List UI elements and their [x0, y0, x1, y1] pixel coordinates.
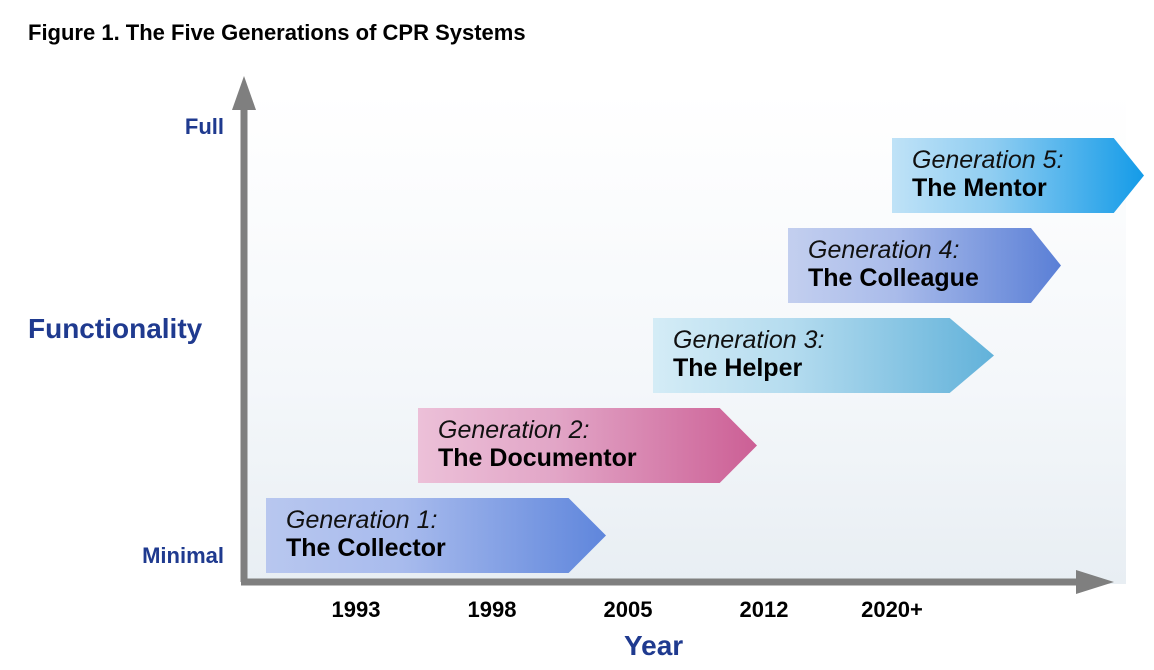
y-axis-bottom-label: Minimal — [142, 543, 224, 568]
generation-3-arrow: Generation 3: The Helper — [653, 318, 994, 393]
generation-1-name: The Collector — [286, 534, 446, 562]
generation-2-name: The Documentor — [438, 444, 637, 472]
generation-4-arrow: Generation 4: The Colleague — [788, 228, 1061, 303]
y-axis-arrowhead — [232, 76, 256, 110]
generation-2-arrow: Generation 2: The Documentor — [418, 408, 757, 483]
generation-3-number: Generation 3: — [673, 326, 825, 354]
generation-5-arrow-shape — [892, 138, 1144, 213]
generation-5-number: Generation 5: — [912, 146, 1064, 174]
x-tick-1993: 1993 — [331, 597, 381, 622]
generation-2-arrow-shape — [418, 408, 757, 483]
generation-1-arrow: Generation 1: The Collector — [266, 498, 606, 573]
generation-1-number: Generation 1: — [286, 506, 438, 534]
figure-title: Figure 1. The Five Generations of CPR Sy… — [28, 20, 526, 45]
generation-5-arrow: Generation 5: The Mentor — [892, 138, 1144, 213]
generation-4-number: Generation 4: — [808, 236, 960, 264]
y-axis-top-label: Full — [184, 114, 224, 139]
generation-2-number: Generation 2: — [438, 416, 590, 444]
x-tick-2005: 2005 — [603, 597, 653, 622]
y-axis-label: Functionality — [28, 313, 203, 344]
generation-1-arrow-shape — [266, 498, 606, 573]
generation-4-arrow-shape — [788, 228, 1061, 303]
x-axis-label: Year — [624, 630, 684, 661]
generation-4-name: The Colleague — [808, 264, 979, 292]
generation-3-name: The Helper — [673, 354, 803, 382]
x-axis-arrowhead — [1076, 570, 1114, 594]
x-tick-2020plus: 2020+ — [861, 597, 923, 622]
x-tick-1998: 1998 — [467, 597, 517, 622]
generation-5-name: The Mentor — [912, 174, 1047, 202]
generation-3-arrow-shape — [653, 318, 994, 393]
x-tick-2012: 2012 — [739, 597, 789, 622]
